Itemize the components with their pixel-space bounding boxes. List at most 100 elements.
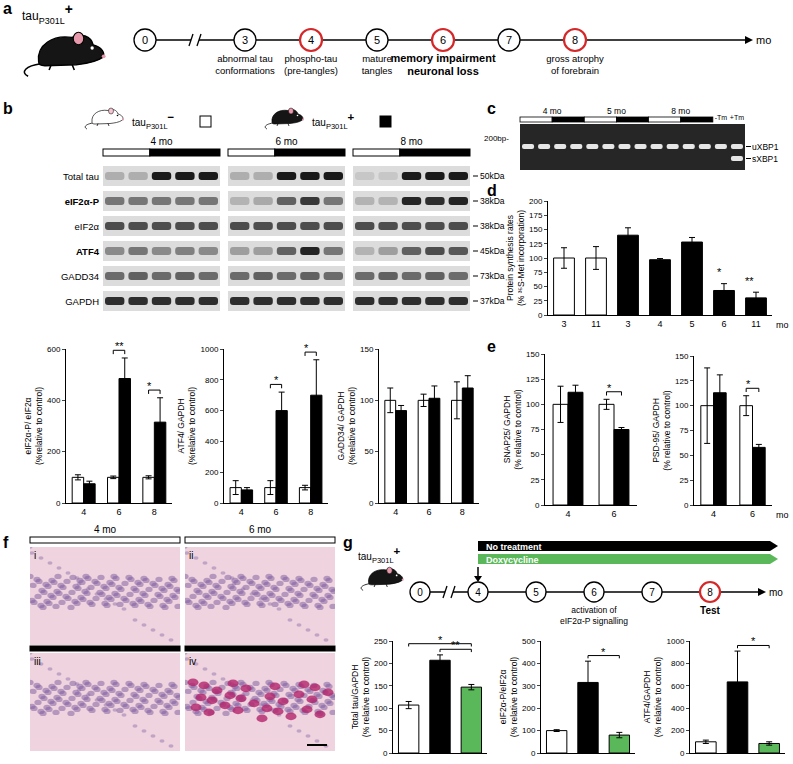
svg-text:4: 4	[711, 509, 716, 519]
svg-text:GAPDH: GAPDH	[65, 296, 99, 307]
svg-text:4: 4	[565, 509, 570, 519]
svg-text:e: e	[487, 338, 496, 355]
svg-text:of forebrain: of forebrain	[551, 65, 599, 76]
svg-text:150: 150	[526, 350, 540, 359]
svg-text:600: 600	[205, 406, 219, 415]
svg-text:*: *	[607, 382, 612, 394]
svg-text:4 mo: 4 mo	[150, 136, 173, 147]
svg-text:200: 200	[205, 468, 219, 477]
svg-text:0: 0	[383, 749, 388, 758]
svg-text:150: 150	[529, 225, 543, 234]
svg-text:800: 800	[205, 376, 219, 385]
svg-text:50: 50	[378, 726, 387, 735]
svg-text:0: 0	[369, 499, 374, 508]
svg-text:11: 11	[591, 319, 600, 329]
svg-text:50: 50	[679, 451, 688, 460]
svg-text:25: 25	[533, 297, 542, 306]
svg-text:Total tau: Total tau	[63, 171, 99, 182]
svg-text:400: 400	[205, 437, 219, 446]
svg-text:6: 6	[591, 587, 597, 598]
svg-text:memory impairment: memory impairment	[390, 52, 495, 64]
svg-text:125: 125	[529, 240, 543, 249]
svg-text:Protein synthesis rates(% ³⁵S-: Protein synthesis rates(% ³⁵S-Met incorp…	[505, 210, 526, 306]
svg-text:sXBP1: sXBP1	[752, 154, 778, 164]
svg-text:4 mo: 4 mo	[543, 106, 562, 116]
svg-text:4 mo: 4 mo	[94, 524, 117, 535]
svg-text:f: f	[3, 534, 9, 551]
svg-text:50: 50	[533, 282, 542, 291]
svg-text:4: 4	[475, 587, 481, 598]
svg-text:175: 175	[529, 211, 543, 220]
svg-text:GADD34/ GAPDH(%relative to con: GADD34/ GAPDH(%relative to control)	[336, 387, 357, 465]
svg-text:3: 3	[242, 34, 248, 46]
svg-text:phospho-tau: phospho-tau	[285, 53, 338, 64]
svg-text:37kDa: 37kDa	[480, 296, 505, 306]
svg-text:6 mo: 6 mo	[249, 524, 272, 535]
svg-text:ATF4/ GAPDH(%relative to contr: ATF4/ GAPDH(%relative to control)	[176, 387, 197, 465]
svg-text:25: 25	[530, 476, 539, 485]
svg-text:5: 5	[374, 34, 380, 46]
svg-text:eIF2α: eIF2α	[74, 221, 99, 232]
svg-text:100: 100	[360, 396, 374, 405]
svg-text:25: 25	[679, 476, 688, 485]
svg-text:8: 8	[308, 507, 313, 517]
svg-text:600: 600	[47, 345, 61, 354]
svg-text:No treatment: No treatment	[486, 542, 542, 552]
svg-text:*: *	[304, 342, 309, 354]
svg-text:200: 200	[374, 659, 388, 668]
svg-text:200: 200	[671, 726, 685, 735]
svg-text:0: 0	[142, 34, 148, 46]
svg-text:4: 4	[81, 507, 86, 517]
svg-text:ATF4/GAPDH(% relative to contr: ATF4/GAPDH(% relative to control)	[642, 657, 663, 737]
svg-text:150: 150	[374, 682, 388, 691]
svg-text:200bp-: 200bp-	[484, 134, 509, 143]
svg-text:*: *	[601, 646, 606, 658]
svg-text:SNAP25/ GAPDH(% relative to co: SNAP25/ GAPDH(% relative to control)	[502, 389, 523, 469]
svg-text:i: i	[34, 550, 36, 561]
svg-text:100: 100	[529, 254, 543, 263]
svg-text:iii: iii	[34, 656, 41, 667]
svg-text:*: *	[717, 266, 722, 278]
svg-text:75: 75	[679, 426, 688, 435]
svg-text:7: 7	[649, 587, 655, 598]
svg-text:100: 100	[522, 726, 536, 735]
svg-text:GADD34: GADD34	[61, 271, 99, 282]
svg-text:8: 8	[460, 507, 465, 517]
svg-text:200: 200	[522, 704, 536, 713]
svg-text:a: a	[3, 0, 12, 17]
svg-text:mo: mo	[756, 34, 771, 46]
svg-text:4: 4	[239, 507, 244, 517]
svg-text:6: 6	[273, 507, 278, 517]
svg-text:300: 300	[522, 682, 536, 691]
svg-text:gross atrophy: gross atrophy	[546, 53, 604, 64]
svg-text:1000: 1000	[667, 637, 685, 646]
svg-text:b: b	[3, 100, 13, 117]
svg-text:75: 75	[533, 268, 542, 277]
svg-text:eIF2α-P signalling: eIF2α-P signalling	[560, 616, 628, 626]
svg-text:4: 4	[393, 507, 398, 517]
svg-text:200: 200	[529, 197, 543, 206]
svg-text:200: 200	[47, 447, 61, 456]
svg-text:0: 0	[535, 501, 540, 510]
svg-text:4: 4	[308, 34, 314, 46]
svg-text:400: 400	[671, 704, 685, 713]
svg-text:mature: mature	[362, 53, 392, 64]
svg-text:400: 400	[47, 396, 61, 405]
svg-text:activation of: activation of	[571, 605, 617, 615]
svg-text:50kDa: 50kDa	[480, 171, 505, 181]
svg-text:g: g	[343, 534, 353, 551]
svg-text:5 mo: 5 mo	[607, 106, 626, 116]
svg-text:38kDa: 38kDa	[480, 221, 505, 231]
svg-text:73kDa: 73kDa	[480, 271, 505, 281]
svg-text:125: 125	[675, 377, 689, 386]
svg-text:+Tm: +Tm	[730, 114, 744, 121]
svg-text:50: 50	[530, 450, 539, 459]
svg-text:8: 8	[707, 587, 713, 598]
svg-text:0: 0	[538, 311, 543, 320]
svg-text:4: 4	[657, 319, 662, 329]
svg-text:*: *	[147, 380, 152, 392]
svg-text:mo: mo	[769, 587, 783, 598]
svg-text:*: *	[746, 378, 751, 390]
svg-text:uXBP1: uXBP1	[752, 142, 779, 152]
svg-text:50: 50	[364, 447, 373, 456]
